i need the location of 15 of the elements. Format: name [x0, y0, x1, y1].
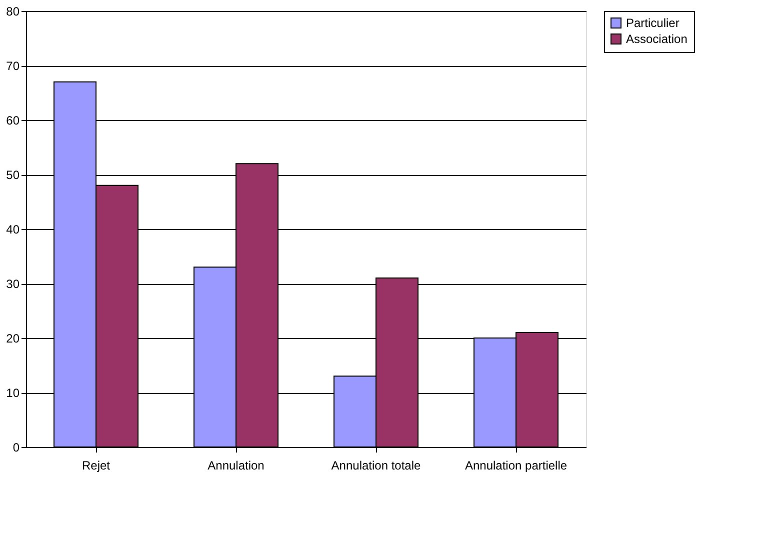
- x-tick-label: Annulation totale: [331, 458, 422, 472]
- x-tick-label: Annulation: [208, 458, 264, 472]
- x-tick-label: Rejet: [82, 458, 111, 472]
- legend-label: Particulier: [626, 16, 680, 30]
- y-tick-label: 60: [6, 114, 20, 128]
- legend-label: Association: [626, 32, 688, 46]
- y-tick-label: 70: [6, 59, 20, 73]
- y-tick-label: 40: [6, 222, 20, 236]
- y-tick-label: 0: [12, 440, 20, 454]
- y-tick-label: 20: [6, 332, 20, 346]
- y-tick-label: 30: [6, 277, 20, 291]
- x-tick-label: Annulation partielle: [464, 458, 568, 472]
- y-tick-label: 80: [6, 4, 20, 18]
- y-tick-label: 10: [6, 386, 20, 400]
- y-tick-label: 50: [6, 168, 20, 182]
